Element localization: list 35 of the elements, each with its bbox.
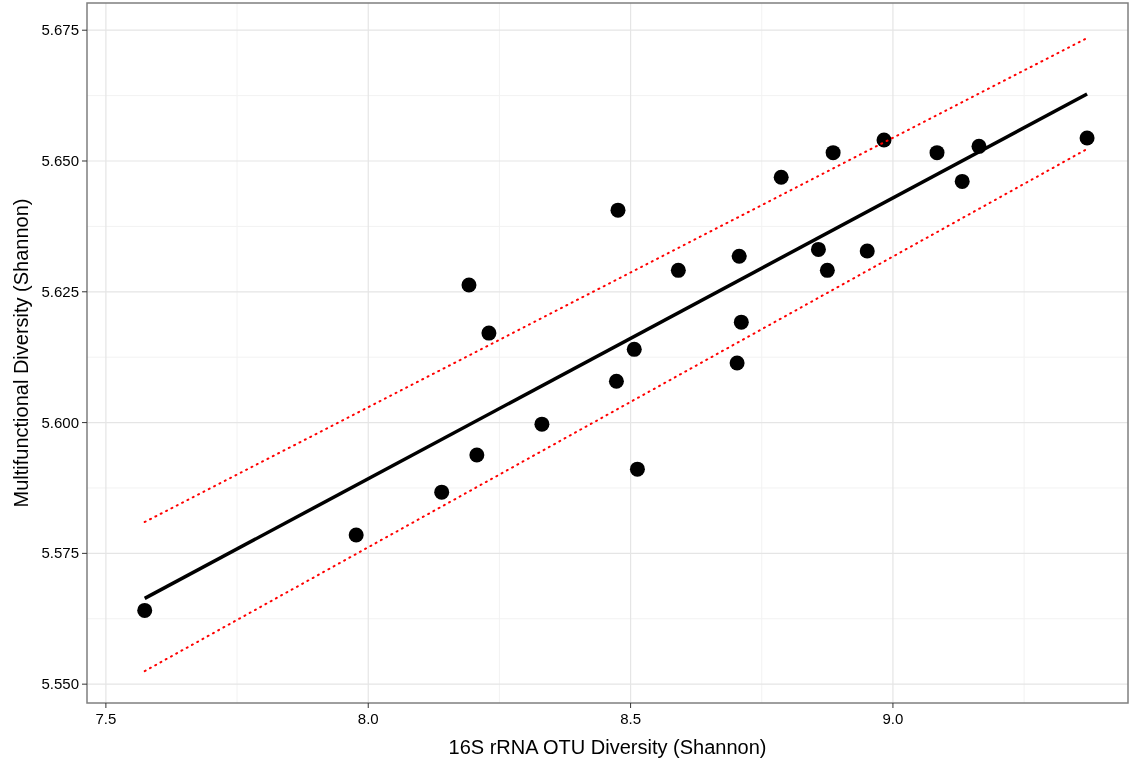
point (954, 173, 970, 189)
y-tick-label: 5.650 (41, 152, 79, 169)
x-tick-label: 8.5 (620, 710, 642, 727)
point (729, 355, 745, 371)
x-axis-title: 16S rRNA OTU Diversity (Shannon) (448, 736, 767, 758)
point (434, 484, 450, 500)
x-tick-label: 9.0 (882, 710, 904, 727)
point (348, 527, 364, 543)
point (626, 341, 642, 357)
point (1079, 130, 1095, 146)
x-tick-label: 7.5 (95, 710, 117, 727)
y-tick-label: 5.575 (41, 544, 79, 562)
point (534, 416, 550, 432)
y-tick-label: 5.600 (41, 413, 79, 431)
point (461, 277, 477, 293)
point (819, 262, 835, 278)
point (137, 602, 153, 618)
point (469, 447, 485, 463)
point (825, 145, 841, 161)
x-tick-label: 8.0 (357, 710, 379, 727)
point (731, 248, 747, 264)
point (859, 243, 875, 259)
y-tick-label: 5.550 (41, 675, 79, 693)
point (733, 314, 749, 330)
point (608, 373, 624, 389)
point (610, 202, 626, 218)
point (929, 145, 945, 161)
point (629, 461, 645, 477)
y-axis-title: Multifunctional Diversity (Shannon) (10, 198, 32, 508)
point (670, 262, 686, 278)
point (810, 241, 826, 257)
y-tick-label: 5.625 (41, 282, 79, 300)
point (773, 169, 789, 185)
point (481, 325, 497, 341)
y-tick-label: 5.675 (41, 21, 79, 39)
